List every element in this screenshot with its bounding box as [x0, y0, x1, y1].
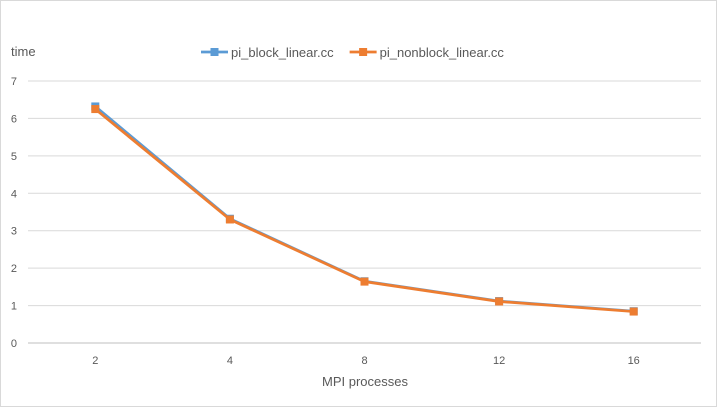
y-tick-label: 6 [11, 113, 17, 125]
x-tick-label: 4 [227, 355, 233, 367]
y-tick-label: 1 [11, 301, 17, 313]
x-axis-ticks: 2 4 8 12 16 [92, 355, 640, 367]
y-tick-label: 3 [11, 226, 17, 238]
data-point [225, 215, 234, 224]
legend-item: pi_block_linear.cc [201, 45, 334, 60]
gridlines [28, 80, 701, 344]
legend-label: pi_block_linear.cc [231, 45, 334, 60]
x-tick-label: 16 [628, 355, 640, 367]
legend-marker [210, 48, 219, 56]
y-tick-label: 5 [11, 151, 17, 163]
data-point [91, 105, 100, 114]
data-point [629, 307, 638, 316]
x-tick-label: 8 [361, 355, 367, 367]
legend-marker [359, 48, 368, 56]
legend-item: pi_nonblock_linear.cc [349, 45, 505, 60]
y-axis-title: time [11, 44, 36, 59]
series-group [91, 102, 638, 316]
y-axis-ticks: 0 1 2 3 4 5 6 7 [11, 76, 17, 350]
x-axis-title: MPI processes [322, 374, 408, 389]
y-tick-label: 7 [11, 76, 17, 88]
series-2 [91, 105, 638, 316]
legend: pi_block_linear.cc pi_nonblock_linear.cc [201, 45, 504, 60]
x-tick-label: 12 [493, 355, 505, 367]
data-point [495, 297, 504, 306]
y-tick-label: 2 [11, 263, 17, 275]
data-point [360, 277, 369, 286]
y-tick-label: 4 [11, 188, 17, 200]
legend-label: pi_nonblock_linear.cc [380, 45, 505, 60]
y-tick-label: 0 [11, 338, 17, 350]
x-tick-label: 2 [92, 355, 98, 367]
